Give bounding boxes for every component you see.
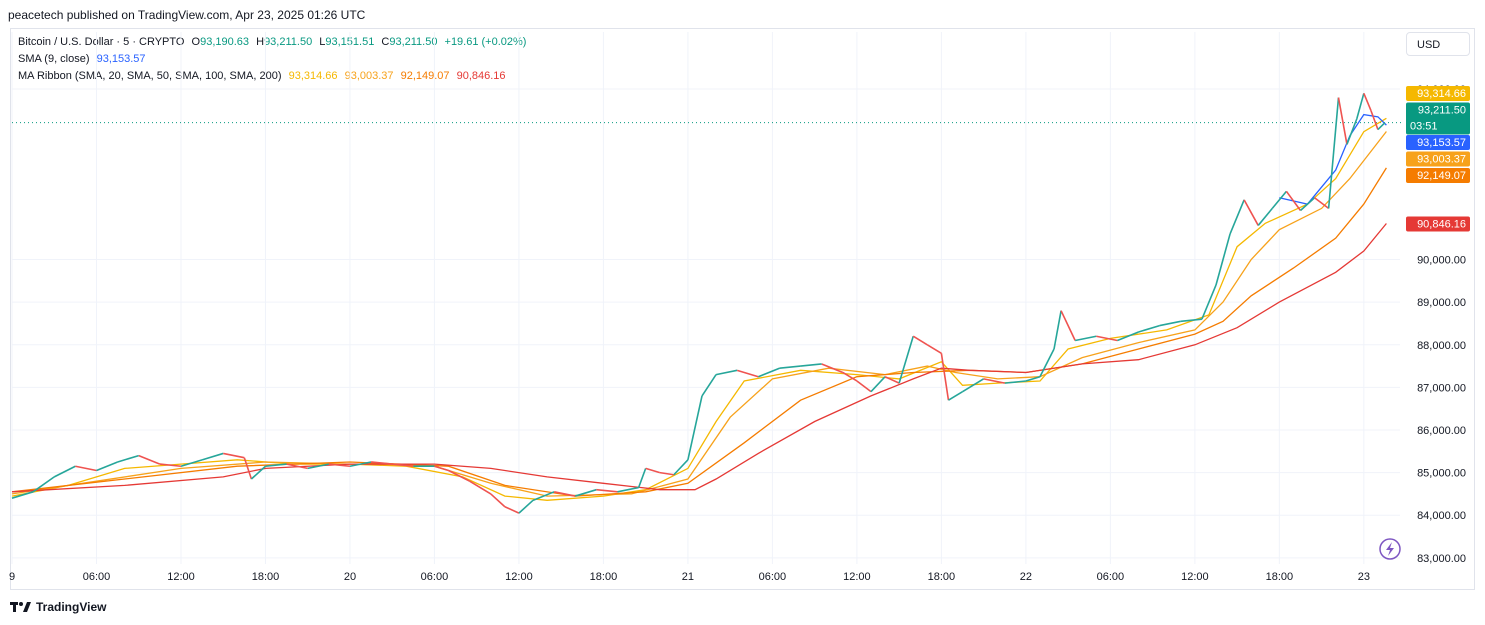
tradingview-logo-icon (10, 602, 31, 612)
tradingview-logo-text[interactable]: TradingView (36, 600, 107, 614)
ribbon-value-100: 92,149.07 (400, 70, 450, 82)
low-value: 93,151.51 (325, 36, 375, 48)
ribbon-value-20: 93,314.66 (288, 70, 338, 82)
low-label: L (319, 36, 326, 48)
open-value: 93,190.63 (200, 36, 250, 48)
close-label: C (381, 36, 390, 48)
high-value: 93,211.50 (264, 36, 313, 48)
symbol-name[interactable]: Bitcoin / U.S. Dollar · 5 · CRYPTO (18, 36, 185, 48)
close-value: 93,211.50 (389, 36, 438, 48)
sma-label[interactable]: SMA (9, close) (18, 53, 90, 65)
sma-legend[interactable]: SMA (9, close) 93,153.57 (18, 53, 150, 65)
high-label: H (256, 36, 265, 48)
chart-frame[interactable] (10, 28, 1475, 590)
ribbon-value-50: 93,003.37 (344, 70, 394, 82)
footer[interactable]: TradingView (10, 600, 106, 614)
currency-button[interactable]: USD (1406, 32, 1470, 56)
publish-header: peacetech published on TradingView.com, … (8, 8, 366, 22)
change-value: +19.61 (+0.02%) (444, 36, 527, 48)
ribbon-legend[interactable]: MA Ribbon (SMA, 20, SMA, 50, SMA, 100, S… (18, 70, 510, 82)
symbol-legend[interactable]: Bitcoin / U.S. Dollar · 5 · CRYPTO O93,1… (18, 36, 530, 48)
ribbon-label[interactable]: MA Ribbon (SMA, 20, SMA, 50, SMA, 100, S… (18, 70, 282, 82)
open-label: O (191, 36, 201, 48)
sma-value: 93,153.57 (96, 53, 146, 65)
ribbon-value-200: 90,846.16 (456, 70, 506, 82)
